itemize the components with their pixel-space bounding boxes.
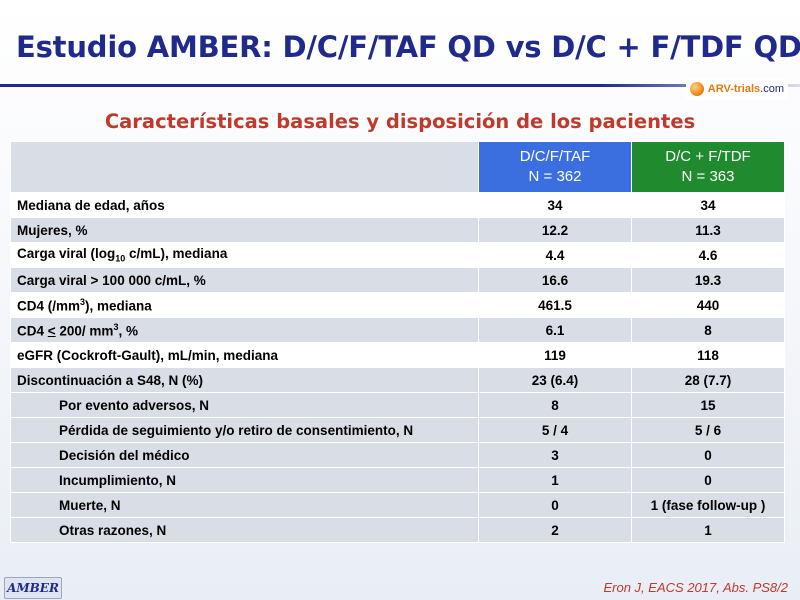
slide-title: Estudio AMBER: D/C/F/TAF QD vs D/C + F/T… <box>16 30 800 64</box>
value-b: 19.3 <box>631 267 785 293</box>
disposition-row: Por evento adversos, N 8 15 <box>10 392 785 418</box>
column-name: D/C + F/TDF <box>665 148 751 165</box>
row-label-subscript: 10 <box>115 253 126 264</box>
column-name: D/C/F/TAF <box>519 148 591 165</box>
value-a: 2 <box>478 517 632 543</box>
row-label-text: 200/ mm <box>55 323 114 339</box>
row-label: Mediana de edad, años <box>10 192 479 218</box>
disposition-row: Decisión del médico 3 0 <box>10 442 785 468</box>
value-b: 118 <box>631 342 785 368</box>
table-row: Carga viral > 100 000 c/mL, % 16.6 19.3 <box>10 267 785 293</box>
row-label: CD4 (/mm3), mediana <box>10 292 479 318</box>
value-a: 3 <box>478 442 632 468</box>
value-a: 0 <box>478 492 632 518</box>
logo-icon <box>689 82 704 96</box>
row-label: Carga viral > 100 000 c/mL, % <box>10 267 479 293</box>
row-label: Incumplimiento, N <box>10 467 479 493</box>
title-divider <box>0 84 800 87</box>
study-badge: AMBER <box>4 577 62 599</box>
column-n: N = 363 <box>681 168 735 185</box>
row-label-superscript: 3 <box>80 296 86 307</box>
row-label-underlined: < <box>47 323 56 339</box>
value-b: 4.6 <box>631 242 785 268</box>
table-row: eGFR (Cockroft-Gault), mL/min, mediana 1… <box>10 342 785 368</box>
table-header-row: D/C/F/TAF N = 362 D/C + F/TDF N = 363 <box>10 141 785 193</box>
table-row: Mediana de edad, años 34 34 <box>10 192 785 218</box>
table-row: CD4 < 200/ mm3, % 6.1 8 <box>10 317 785 343</box>
logo-text: ARV-trials.com <box>708 83 784 95</box>
section-subtitle: Características basales y disposición de… <box>104 110 696 133</box>
table-row: Carga viral (log10 c/mL), mediana 4.4 4.… <box>10 242 785 268</box>
row-label: eGFR (Cockroft-Gault), mL/min, mediana <box>10 342 479 368</box>
value-a: 1 <box>478 467 632 493</box>
row-label: Carga viral (log10 c/mL), mediana <box>10 242 479 268</box>
row-label: Decisión del médico <box>10 442 479 468</box>
disposition-header-row: Discontinuación a S48, N (%) 23 (6.4) 28… <box>10 367 785 393</box>
value-a: 34 <box>478 192 632 218</box>
value-a: 8 <box>478 392 632 418</box>
row-label: Muerte, N <box>10 492 479 518</box>
column-header-dc-ftdf: D/C + F/TDF N = 363 <box>631 141 785 193</box>
value-b: 1 <box>631 517 785 543</box>
table-row: CD4 (/mm3), mediana 461.5 440 <box>10 292 785 318</box>
row-label: Por evento adversos, N <box>10 392 479 418</box>
disposition-row: Muerte, N 0 1 (fase follow-up ) <box>10 492 785 518</box>
table-row: Mujeres, % 12.2 11.3 <box>10 217 785 243</box>
row-label: Otras razones, N <box>10 517 479 543</box>
value-b: 0 <box>631 442 785 468</box>
logo-domain: .com <box>760 83 784 95</box>
value-b: 0 <box>631 467 785 493</box>
row-label-text: ), mediana <box>85 298 152 314</box>
row-label-text: , % <box>118 323 138 339</box>
value-a: 119 <box>478 342 632 368</box>
value-b: 34 <box>631 192 785 218</box>
disposition-row: Pérdida de seguimiento y/o retiro de con… <box>10 417 785 443</box>
citation: Eron J, EACS 2017, Abs. PS8/2 <box>603 580 788 595</box>
row-label: Discontinuación a S48, N (%) <box>10 367 479 393</box>
value-b: 8 <box>631 317 785 343</box>
baseline-table: D/C/F/TAF N = 362 D/C + F/TDF N = 363 Me… <box>10 141 785 543</box>
value-a: 16.6 <box>478 267 632 293</box>
row-label: Pérdida de seguimiento y/o retiro de con… <box>10 417 479 443</box>
disposition-row: Otras razones, N 2 1 <box>10 517 785 543</box>
value-b: 440 <box>631 292 785 318</box>
value-b: 15 <box>631 392 785 418</box>
value-b: 5 / 6 <box>631 417 785 443</box>
row-label-text: CD4 (/mm <box>17 298 81 314</box>
row-label-text: CD4 <box>17 323 48 339</box>
value-a: 6.1 <box>478 317 632 343</box>
logo-brand: ARV-trials <box>707 83 761 95</box>
value-a: 23 (6.4) <box>478 367 632 393</box>
value-a: 5 / 4 <box>478 417 632 443</box>
arv-trials-logo[interactable]: ARV-trials.com <box>685 78 788 100</box>
value-b: 1 (fase follow-up ) <box>631 492 785 518</box>
row-label: Mujeres, % <box>10 217 479 243</box>
row-label-text: Carga viral (log <box>17 246 116 262</box>
value-a: 461.5 <box>478 292 632 318</box>
row-label: CD4 < 200/ mm3, % <box>10 317 479 343</box>
value-a: 4.4 <box>478 242 632 268</box>
column-header-dcftaf: D/C/F/TAF N = 362 <box>478 141 632 193</box>
row-label-text: c/mL), mediana <box>125 246 228 262</box>
column-n: N = 362 <box>528 168 582 185</box>
value-b: 28 (7.7) <box>631 367 785 393</box>
value-a: 12.2 <box>478 217 632 243</box>
disposition-row: Incumplimiento, N 1 0 <box>10 467 785 493</box>
row-label-superscript: 3 <box>113 321 119 332</box>
value-b: 11.3 <box>631 217 785 243</box>
header-corner-cell <box>10 141 479 193</box>
